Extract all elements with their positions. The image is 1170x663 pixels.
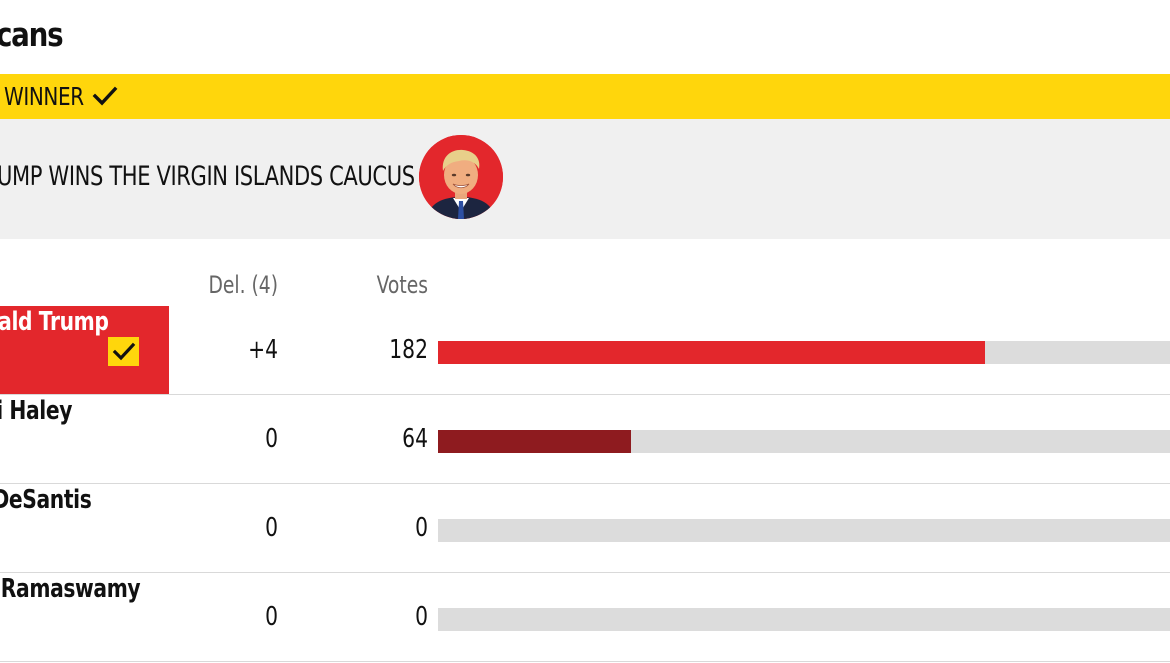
result-row: ek Ramaswamy 0 0 xyxy=(0,573,1170,662)
candidate-name: ki Haley xyxy=(0,396,73,426)
vote-count: 0 xyxy=(415,513,428,543)
vote-bar xyxy=(438,341,985,364)
winner-label: WINNER xyxy=(4,82,84,111)
vote-bar-track xyxy=(438,519,1170,542)
headline-text: UMP WINS THE VIRGIN ISLANDS CAUCUS xyxy=(0,161,415,192)
candidate-name-cell: nald Trump xyxy=(0,306,169,394)
candidate-name: nald Trump xyxy=(0,307,109,337)
checkmark-icon xyxy=(112,342,136,361)
vote-count: 182 xyxy=(389,335,428,365)
headline-box: UMP WINS THE VIRGIN ISLANDS CAUCUS xyxy=(0,119,1170,239)
delegates-column-header: Del. (4) xyxy=(208,271,278,299)
row-divider xyxy=(0,661,1170,662)
candidate-name-cell: ek Ramaswamy xyxy=(0,573,180,661)
candidate-name: ek Ramaswamy xyxy=(0,574,140,604)
row-divider xyxy=(0,572,1170,573)
delegate-count: 0 xyxy=(265,424,278,454)
candidate-portrait-icon xyxy=(419,135,503,219)
vote-bar-track xyxy=(438,341,1170,364)
delegate-count: 0 xyxy=(265,513,278,543)
winner-check-badge xyxy=(108,337,139,366)
result-row: nald Trump +4 182 xyxy=(0,306,1170,395)
candidate-name: n DeSantis xyxy=(0,485,92,515)
vote-count: 64 xyxy=(402,424,428,454)
vote-count: 0 xyxy=(415,602,428,632)
row-divider xyxy=(0,394,1170,395)
checkmark-icon xyxy=(92,86,118,106)
winner-banner: WINNER xyxy=(0,74,1170,119)
vote-bar xyxy=(438,430,631,453)
result-row: n DeSantis 0 0 xyxy=(0,484,1170,573)
candidate-avatar xyxy=(419,135,503,219)
result-row: ki Haley 0 64 xyxy=(0,395,1170,484)
row-divider xyxy=(0,483,1170,484)
votes-column-header: Votes xyxy=(376,271,428,299)
delegate-count: +4 xyxy=(248,335,278,365)
section-title: cans xyxy=(0,15,64,54)
vote-bar-track xyxy=(438,430,1170,453)
vote-bar-track xyxy=(438,608,1170,631)
delegate-count: 0 xyxy=(265,602,278,632)
candidate-name-cell: ki Haley xyxy=(0,395,169,483)
candidate-name-cell: n DeSantis xyxy=(0,484,169,572)
